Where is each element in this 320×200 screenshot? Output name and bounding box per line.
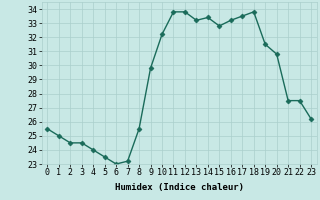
X-axis label: Humidex (Indice chaleur): Humidex (Indice chaleur) xyxy=(115,183,244,192)
